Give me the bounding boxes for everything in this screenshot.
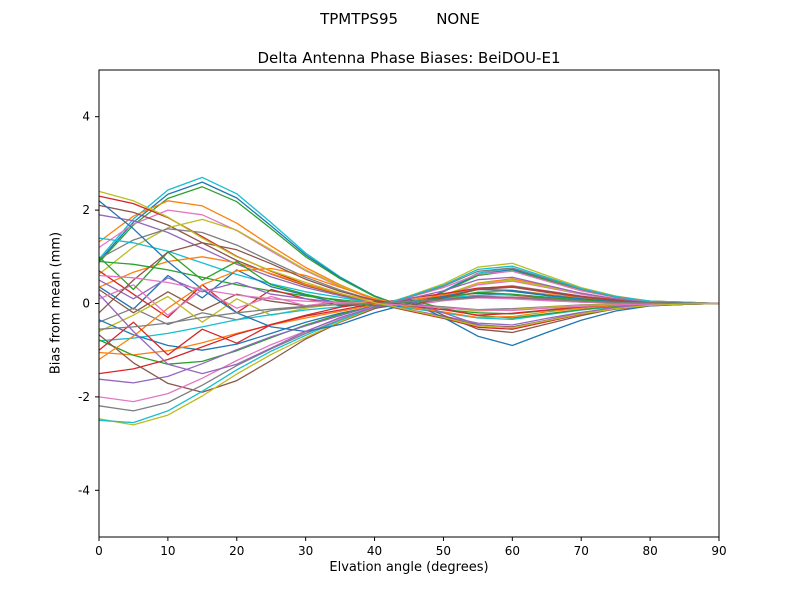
x-tick-label: 10 [160,544,175,558]
y-tick-label: 0 [82,297,90,311]
x-tick-label: 90 [711,544,726,558]
y-tick-label: 4 [82,110,90,124]
y-tick-label: -4 [78,483,90,497]
x-tick-label: 30 [298,544,313,558]
series-line [98,274,719,312]
series-line [98,200,719,333]
series-line [98,190,720,329]
x-tick-label: 20 [229,544,244,558]
series-line [98,299,720,393]
series-line [98,200,720,311]
x-tick-label: 0 [95,544,103,558]
x-tick-label: 60 [505,544,520,558]
series-line [98,296,719,330]
y-tick-label: -2 [78,390,90,404]
x-tick-label: 70 [574,544,589,558]
axes-title: Delta Antenna Phase Biases: BeiDOU-E1 [257,49,561,67]
series-line [98,265,720,424]
x-tick-label: 40 [367,544,382,558]
x-tick-label: 50 [436,544,451,558]
figure-suptitle: TPMTPS95 NONE [320,10,480,28]
x-tick-label: 80 [642,544,657,558]
series-line [98,276,720,384]
y-tick-label: 2 [82,203,90,217]
x-axis-label: Elvation angle (degrees) [329,560,489,575]
y-axis-label: Bias from mean (mm) [48,231,64,375]
series-line [98,293,720,375]
